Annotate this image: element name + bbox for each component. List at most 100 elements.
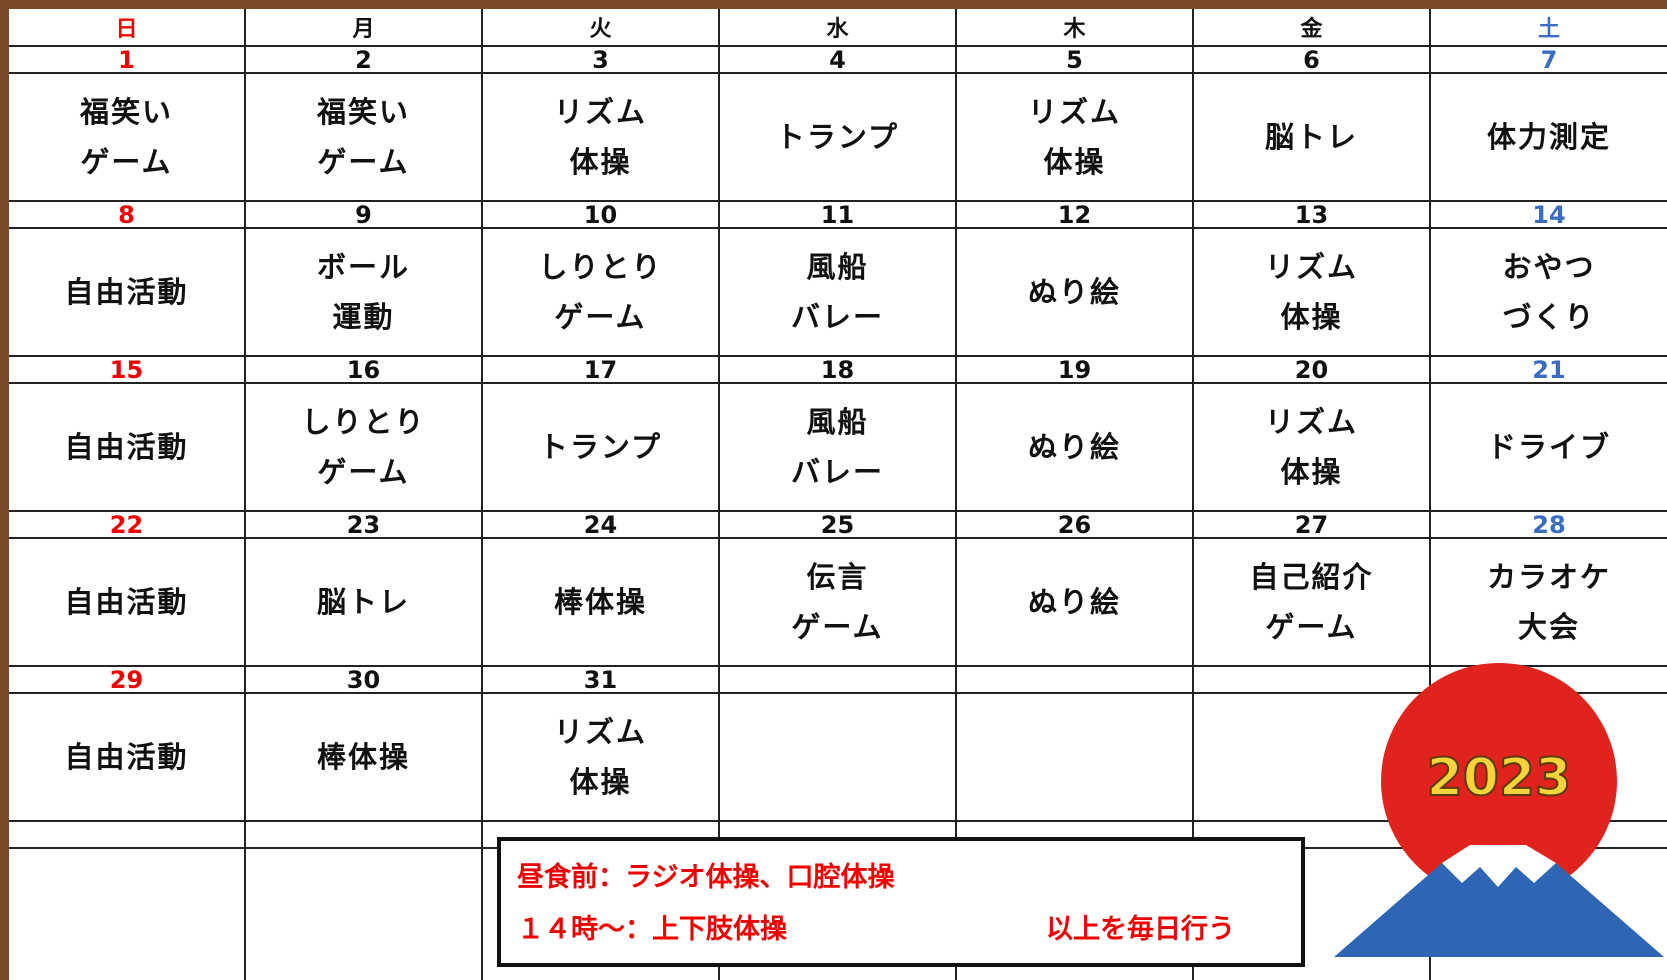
date: 6 <box>1194 46 1431 74</box>
activity-text: づくり <box>1502 300 1596 334</box>
activity-cell: 福笑い ゲーム <box>9 74 246 202</box>
activity-cell: ぬり絵 <box>957 384 1194 512</box>
date: 26 <box>957 511 1194 539</box>
activity-cell: しりとり ゲーム <box>246 384 483 512</box>
activity-text: 福笑い <box>316 95 410 129</box>
activity-text: ゲーム <box>791 610 884 644</box>
empty-cell <box>9 849 246 980</box>
day-header: 水 <box>720 9 957 47</box>
activity-cell: 脳トレ <box>246 539 483 667</box>
date: 30 <box>246 666 483 694</box>
date: 5 <box>957 46 1194 74</box>
activity-cell: リズム 体操 <box>1194 229 1431 357</box>
empty-cell <box>720 694 957 822</box>
sun <box>1381 663 1617 899</box>
activity-text: リズム <box>553 95 647 129</box>
date: 11 <box>720 201 957 229</box>
date: 14 <box>1431 201 1667 229</box>
activity-cell: トランプ <box>483 384 720 512</box>
date: 28 <box>1431 511 1667 539</box>
activity-cell: リズム 体操 <box>483 694 720 822</box>
activity-text: ゲーム <box>317 455 410 489</box>
date: 22 <box>9 511 246 539</box>
date: 16 <box>246 356 483 384</box>
activity-text: おやつ <box>1502 250 1596 284</box>
activity-text: 脳トレ <box>316 585 410 619</box>
day-header: 月 <box>246 9 483 47</box>
activity-cell: トランプ <box>720 74 957 202</box>
activity-text: ボール <box>316 250 410 284</box>
empty-date <box>9 822 246 849</box>
date: 13 <box>1194 201 1431 229</box>
day-header: 金 <box>1194 9 1431 47</box>
date: 21 <box>1431 356 1667 384</box>
date: 25 <box>720 511 957 539</box>
activity-text: しりとり <box>301 405 426 439</box>
activity-text: バレー <box>790 300 884 334</box>
activity-text: バレー <box>790 455 884 489</box>
date: 29 <box>9 666 246 694</box>
activity-text: 自由活動 <box>64 740 189 774</box>
activity-text: 体操 <box>1043 145 1106 179</box>
empty-date <box>957 667 1194 694</box>
activity-text: 棒体操 <box>553 585 647 619</box>
activity-cell: 棒体操 <box>246 694 483 822</box>
date: 27 <box>1194 511 1431 539</box>
date: 2 <box>246 46 483 74</box>
date: 19 <box>957 356 1194 384</box>
activity-text: カラオケ <box>1486 560 1611 594</box>
snowcap <box>1442 845 1556 887</box>
activity-cell: 風船 バレー <box>720 384 957 512</box>
date: 1 <box>9 46 246 74</box>
activity-text: 伝言 <box>806 560 869 594</box>
empty-cell <box>957 694 1194 822</box>
activity-text: 運動 <box>332 300 395 334</box>
day-header: 土 <box>1431 9 1667 47</box>
activity-cell: ぬり絵 <box>957 229 1194 357</box>
activity-text: リズム <box>1027 95 1121 129</box>
activity-text: しりとり <box>538 250 663 284</box>
activity-text: ゲーム <box>1265 610 1358 644</box>
activity-text: 体操 <box>1280 300 1343 334</box>
date: 24 <box>483 511 720 539</box>
date: 20 <box>1194 356 1431 384</box>
activity-cell: リズム 体操 <box>1194 384 1431 512</box>
activity-text: 体力測定 <box>1486 120 1611 154</box>
activity-cell: しりとり ゲーム <box>483 229 720 357</box>
activity-text: ぬり絵 <box>1027 585 1121 619</box>
activity-text: 自由活動 <box>64 585 189 619</box>
activity-text: ぬり絵 <box>1027 275 1121 309</box>
activity-cell: カラオケ 大会 <box>1431 539 1667 667</box>
mountain <box>1334 845 1664 957</box>
activity-text: ゲーム <box>317 145 410 179</box>
empty-date <box>246 822 483 849</box>
date: 23 <box>246 511 483 539</box>
activity-cell: 自己紹介 ゲーム <box>1194 539 1431 667</box>
activity-text: リズム <box>1264 405 1358 439</box>
activity-text: 風船 <box>806 250 869 284</box>
date: 10 <box>483 201 720 229</box>
activity-text: ゲーム <box>80 145 173 179</box>
day-header: 木 <box>957 9 1194 47</box>
date: 12 <box>957 201 1194 229</box>
activity-text: リズム <box>553 715 647 749</box>
activity-cell: 自由活動 <box>9 694 246 822</box>
activity-cell: 体力測定 <box>1431 74 1667 202</box>
activity-text: 体操 <box>569 765 632 799</box>
day-header: 日 <box>9 9 246 47</box>
daily-note: 昼食前：ラジオ体操、口腔体操 １４時～：上下肢体操 以上を毎日行う <box>497 837 1305 967</box>
note-line: １４時～：上下肢体操 <box>517 914 787 945</box>
activity-cell: リズム 体操 <box>483 74 720 202</box>
date: 15 <box>9 356 246 384</box>
activity-text: ドライブ <box>1486 430 1611 464</box>
activity-cell: ボール 運動 <box>246 229 483 357</box>
activity-text: 福笑い <box>79 95 173 129</box>
activity-text: リズム <box>1264 250 1358 284</box>
activity-cell: 自由活動 <box>9 384 246 512</box>
note-daily: 以上を毎日行う <box>1046 914 1235 945</box>
activity-text: 棒体操 <box>316 740 410 774</box>
activity-text: 体操 <box>569 145 632 179</box>
activity-cell: リズム 体操 <box>957 74 1194 202</box>
activity-cell: 棒体操 <box>483 539 720 667</box>
activity-cell: ぬり絵 <box>957 539 1194 667</box>
